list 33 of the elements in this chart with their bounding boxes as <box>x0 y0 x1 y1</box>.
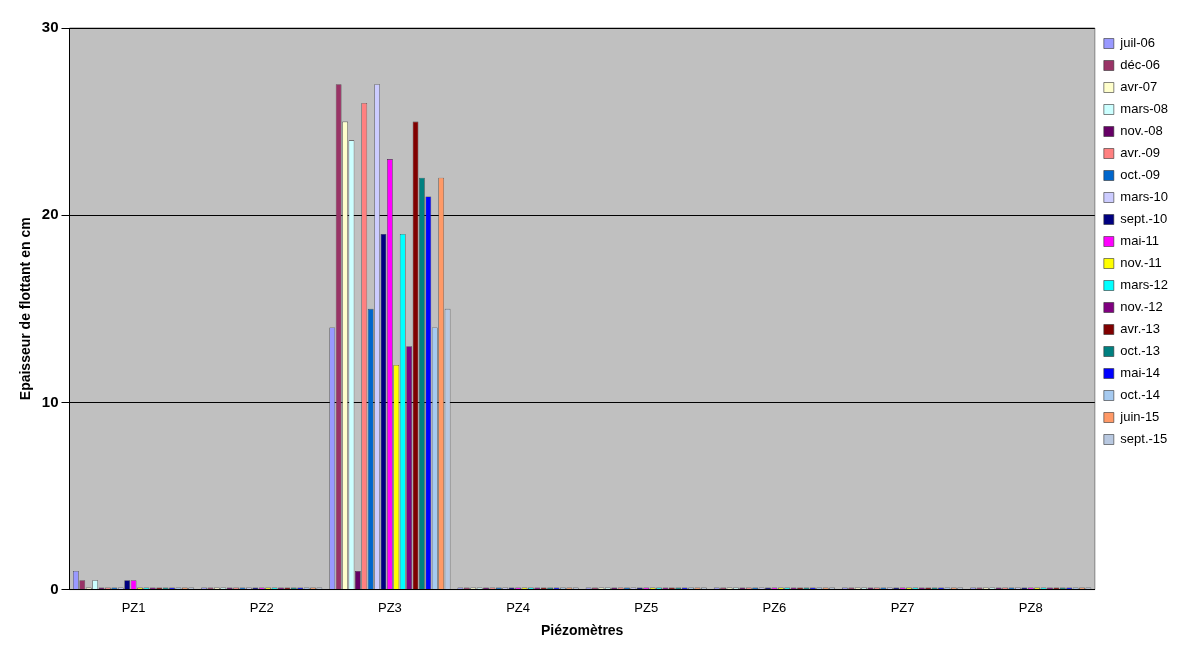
legend-label: avr.-13 <box>1120 321 1161 337</box>
legend-label: oct.-14 <box>1120 387 1161 403</box>
y-tick-label: 20 <box>41 205 59 223</box>
x-tick-label: PZ7 <box>890 599 915 615</box>
legend-label: juin-15 <box>1119 409 1160 425</box>
legend-label: mars-10 <box>1120 189 1169 205</box>
legend-label: sept.-15 <box>1120 431 1168 447</box>
x-tick-label: PZ2 <box>249 599 274 615</box>
x-tick-label: PZ4 <box>506 599 530 615</box>
x-tick-label: PZ6 <box>762 599 787 615</box>
legend-label: nov.-11 <box>1120 255 1162 271</box>
legend-label: mai-11 <box>1120 233 1160 249</box>
legend-label: sept.-10 <box>1120 211 1168 227</box>
x-tick-label: PZ1 <box>121 599 146 615</box>
y-tick-label: 30 <box>41 18 59 36</box>
y-tick-label: 0 <box>50 579 59 597</box>
legend-label: mai-14 <box>1120 365 1161 381</box>
x-axis-title: Piézomètres <box>540 622 624 639</box>
legend-label: avr.-09 <box>1120 145 1161 161</box>
y-tick-label: 10 <box>41 392 59 410</box>
legend-label: avr-07 <box>1120 79 1158 95</box>
legend-label: nov.-08 <box>1120 123 1163 139</box>
legend-label: déc-06 <box>1120 57 1161 73</box>
x-tick-label: PZ8 <box>1018 599 1043 615</box>
legend-label: mars-08 <box>1120 101 1169 117</box>
legend-label: nov.-12 <box>1120 299 1163 315</box>
y-axis-title: Epaisseur de flottant en cm <box>17 217 34 401</box>
x-tick-label: PZ3 <box>377 599 402 615</box>
legend-label: oct.-09 <box>1120 167 1161 183</box>
legend-label: oct.-13 <box>1120 343 1161 359</box>
x-tick-label: PZ5 <box>634 599 659 615</box>
legend-label: juil-06 <box>1119 35 1156 51</box>
legend-label: mars-12 <box>1120 277 1169 293</box>
